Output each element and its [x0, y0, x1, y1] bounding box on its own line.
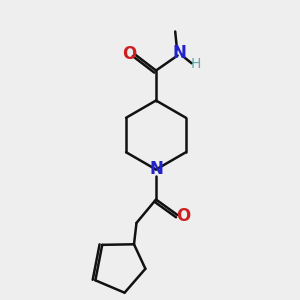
- Text: N: N: [149, 160, 163, 178]
- Text: O: O: [122, 45, 136, 63]
- Text: N: N: [172, 44, 186, 62]
- Text: H: H: [191, 57, 201, 71]
- Text: O: O: [176, 207, 190, 225]
